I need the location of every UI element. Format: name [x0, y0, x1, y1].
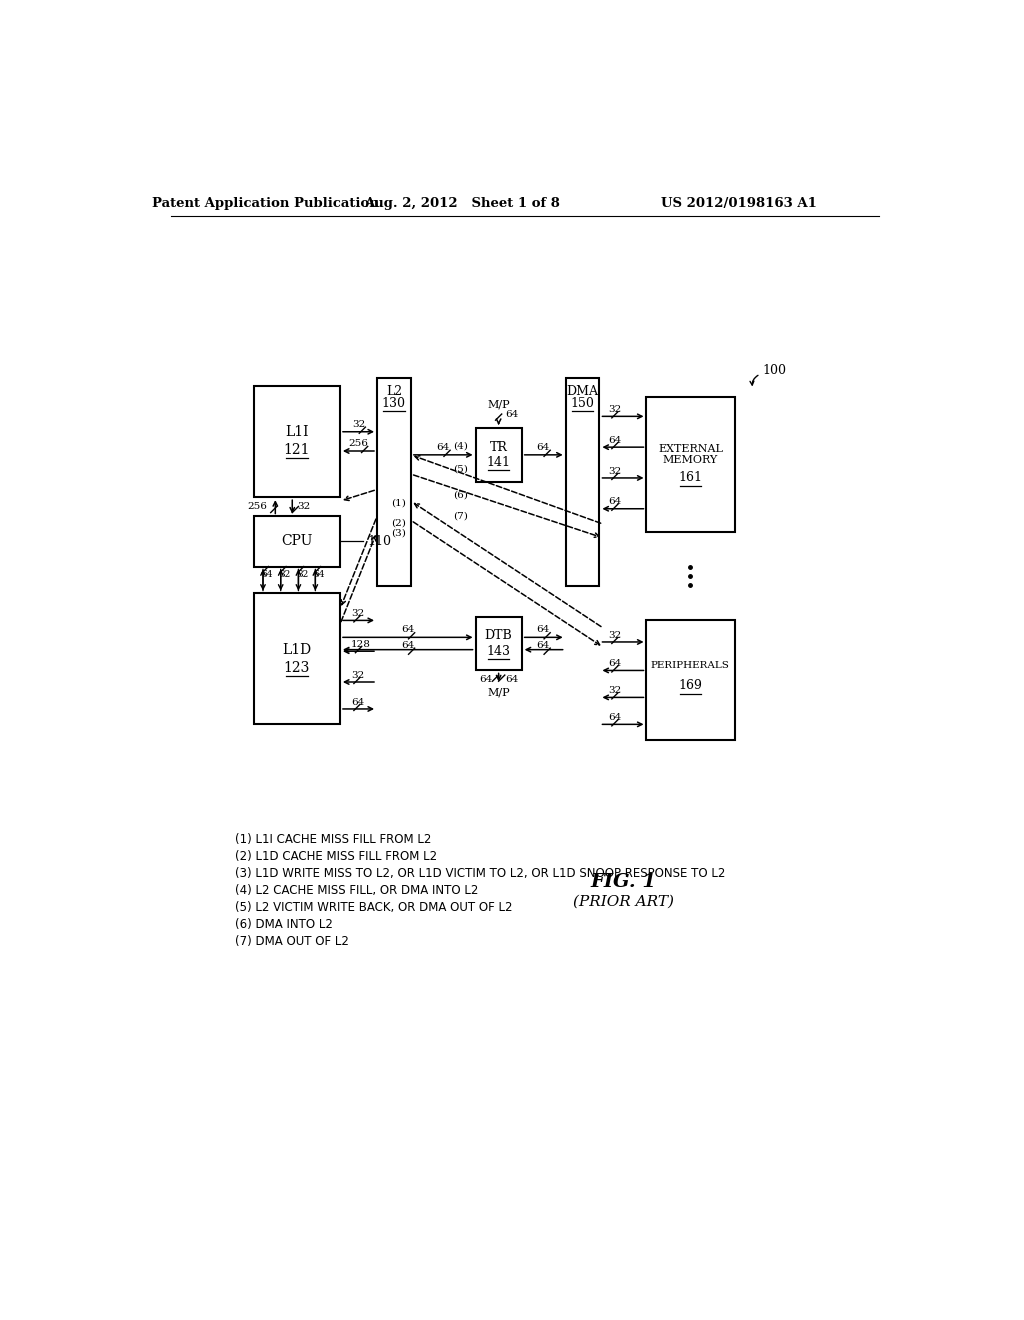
Text: (1) L1I CACHE MISS FILL FROM L2: (1) L1I CACHE MISS FILL FROM L2 — [234, 833, 431, 846]
Text: 32: 32 — [608, 631, 622, 639]
Bar — [475, 616, 521, 671]
Text: PERIPHERALS: PERIPHERALS — [651, 661, 730, 671]
Bar — [377, 378, 411, 586]
Text: (4): (4) — [454, 441, 468, 450]
Text: (6): (6) — [454, 491, 468, 499]
Text: 32: 32 — [352, 420, 366, 429]
Bar — [254, 385, 340, 498]
Text: 123: 123 — [284, 661, 310, 675]
Text: (1): (1) — [391, 499, 406, 508]
Bar — [254, 516, 340, 566]
Text: (4) L2 CACHE MISS FILL, OR DMA INTO L2: (4) L2 CACHE MISS FILL, OR DMA INTO L2 — [234, 884, 478, 898]
Text: L1D: L1D — [283, 643, 311, 656]
Text: 64: 64 — [401, 642, 415, 651]
Text: 32: 32 — [608, 686, 622, 694]
Text: 64: 64 — [505, 676, 518, 684]
Text: 64: 64 — [537, 626, 550, 634]
Text: (5): (5) — [454, 465, 468, 473]
Bar — [475, 428, 521, 482]
Text: (3) L1D WRITE MISS TO L2, OR L1D VICTIM TO L2, OR L1D SNOOP RESPONSE TO L2: (3) L1D WRITE MISS TO L2, OR L1D VICTIM … — [234, 867, 725, 880]
Text: FIG. 1: FIG. 1 — [591, 874, 656, 891]
Text: 64: 64 — [608, 659, 622, 668]
Bar — [646, 397, 735, 532]
Text: CPU: CPU — [282, 535, 312, 548]
Text: (2): (2) — [391, 519, 406, 527]
Text: M/P: M/P — [487, 400, 510, 409]
Bar — [646, 620, 735, 739]
Text: 64: 64 — [608, 436, 622, 445]
Text: (7) DMA OUT OF L2: (7) DMA OUT OF L2 — [234, 935, 348, 948]
Text: 256: 256 — [248, 502, 267, 511]
Text: Patent Application Publication: Patent Application Publication — [152, 197, 379, 210]
Text: 64: 64 — [537, 642, 550, 651]
Text: L2: L2 — [386, 385, 402, 399]
Text: 32: 32 — [351, 671, 364, 680]
Text: US 2012/0198163 A1: US 2012/0198163 A1 — [660, 197, 817, 210]
Text: 32: 32 — [608, 466, 622, 475]
Text: 150: 150 — [570, 397, 595, 409]
Text: (5) L2 VICTIM WRITE BACK, OR DMA OUT OF L2: (5) L2 VICTIM WRITE BACK, OR DMA OUT OF … — [234, 902, 512, 915]
Text: 64: 64 — [608, 713, 622, 722]
Text: (6) DMA INTO L2: (6) DMA INTO L2 — [234, 917, 333, 931]
Text: 64: 64 — [436, 442, 450, 451]
Text: 121: 121 — [284, 444, 310, 457]
Text: (7): (7) — [454, 512, 468, 521]
Text: 64: 64 — [537, 442, 550, 451]
Text: (2) L1D CACHE MISS FILL FROM L2: (2) L1D CACHE MISS FILL FROM L2 — [234, 850, 436, 863]
Text: 32: 32 — [297, 502, 310, 511]
Text: 32: 32 — [608, 405, 622, 414]
Text: L1I: L1I — [285, 425, 308, 438]
Text: MEMORY: MEMORY — [663, 455, 718, 465]
Bar — [254, 594, 340, 725]
Text: 64: 64 — [313, 570, 326, 578]
Text: 64: 64 — [608, 498, 622, 507]
Text: DMA: DMA — [566, 385, 599, 399]
Text: (3): (3) — [391, 529, 406, 537]
Text: 141: 141 — [486, 455, 511, 469]
Text: 32: 32 — [351, 609, 364, 618]
Text: 64: 64 — [351, 697, 364, 706]
Text: (PRIOR ART): (PRIOR ART) — [572, 895, 674, 908]
Text: 64: 64 — [479, 676, 493, 684]
Text: 161: 161 — [678, 471, 702, 484]
Text: EXTERNAL: EXTERNAL — [657, 444, 723, 454]
Text: 256: 256 — [348, 438, 369, 447]
Text: Aug. 2, 2012   Sheet 1 of 8: Aug. 2, 2012 Sheet 1 of 8 — [364, 197, 559, 210]
Text: M/P: M/P — [487, 686, 510, 697]
Text: 130: 130 — [382, 397, 406, 409]
Text: 128: 128 — [351, 640, 371, 648]
Text: 169: 169 — [679, 680, 702, 693]
Text: 100: 100 — [762, 363, 786, 376]
Text: 143: 143 — [486, 644, 511, 657]
Text: 110: 110 — [367, 535, 391, 548]
Text: TR: TR — [489, 441, 508, 454]
Text: 64: 64 — [261, 570, 273, 578]
Text: 32: 32 — [280, 570, 291, 578]
Text: DTB: DTB — [484, 630, 512, 643]
Text: 64: 64 — [401, 626, 415, 634]
Text: 32: 32 — [297, 570, 308, 578]
Text: 64: 64 — [505, 409, 518, 418]
Bar — [565, 378, 599, 586]
